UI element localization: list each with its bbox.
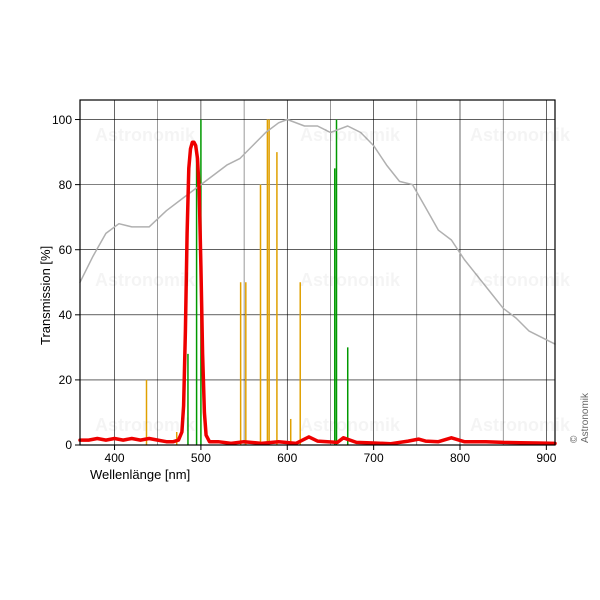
- copyright-label: © Astronomik: [569, 393, 591, 443]
- y-tick-label: 20: [59, 373, 72, 387]
- chart-container: 400 500 600 700 800 900 0 20 40 60 80 100 Wellenläng…: [0, 0, 600, 600]
- x-tick-label: 400: [105, 451, 125, 465]
- x-tick-label: 500: [191, 451, 211, 465]
- y-tick-label: 100: [52, 113, 72, 127]
- y-axis-label: Transmission [%]: [38, 246, 53, 345]
- x-tick-label: 900: [536, 451, 556, 465]
- transmission-chart: [0, 0, 600, 600]
- y-tick-label: 60: [59, 243, 72, 257]
- x-tick-label: 600: [277, 451, 297, 465]
- y-tick-label: 40: [59, 308, 72, 322]
- y-tick-label: 0: [65, 438, 72, 452]
- x-axis-label: Wellenlänge [nm]: [90, 467, 190, 482]
- x-tick-label: 800: [450, 451, 470, 465]
- x-tick-label: 700: [364, 451, 384, 465]
- y-tick-label: 80: [59, 178, 72, 192]
